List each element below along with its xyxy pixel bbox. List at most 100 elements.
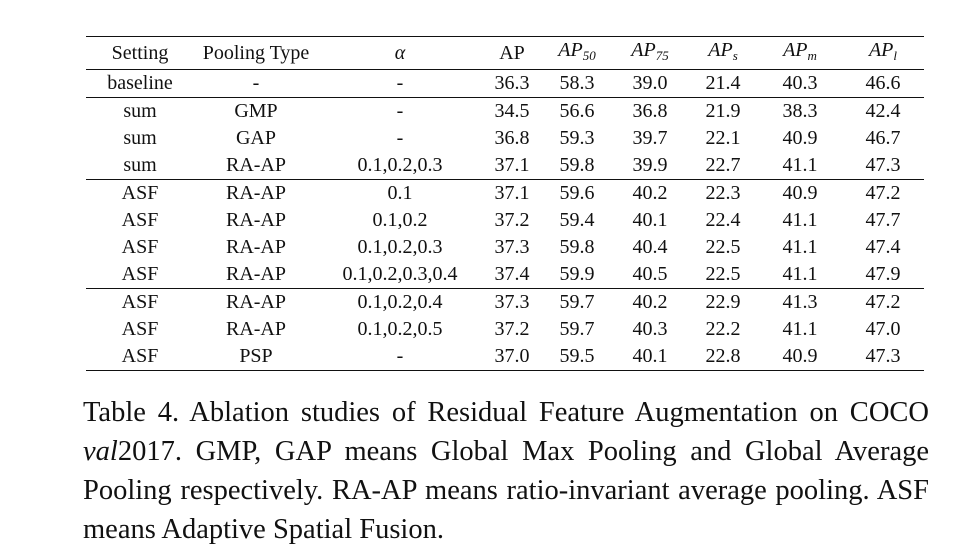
cell-aps: 21.4: [705, 72, 741, 94]
header-ap75-base: AP: [631, 39, 656, 61]
cell-aps: 22.4: [705, 209, 741, 231]
header-ap: AP: [499, 41, 525, 64]
table-header: Setting Pooling Type α AP AP50 AP75 APs …: [86, 36, 924, 70]
cell-pooling: RA-AP: [225, 291, 286, 313]
header-aps-base: AP: [708, 39, 733, 61]
cell-ap75: 40.1: [632, 209, 668, 231]
cell-ap: 37.0: [494, 345, 530, 367]
cell-pooling: RA-AP: [225, 263, 286, 285]
cell-apl: 42.4: [865, 100, 901, 122]
cell-pooling: PSP: [239, 345, 273, 367]
cell-alpha: 0.1,0.2,0.3,0.4: [342, 263, 458, 285]
cell-apm: 41.1: [782, 236, 818, 258]
table-row: ASF RA-AP 0.1,0.2 37.2 59.4 40.1 22.4 41.1 47.7: [86, 207, 924, 234]
cell-ap75: 40.3: [632, 318, 668, 340]
header-apm-sub: m: [807, 48, 817, 63]
header-apl-base: AP: [868, 39, 894, 61]
cell-ap50: 59.4: [559, 209, 595, 231]
table-row: sum RA-AP 0.1,0.2,0.3 37.1 59.8 39.9 22.7 41.1 4…: [86, 152, 924, 180]
header-setting: Setting: [111, 41, 169, 64]
header-aps-sub: s: [732, 48, 738, 63]
cell-pooling: GAP: [235, 127, 276, 149]
cell-apm: 41.3: [782, 291, 818, 313]
cell-aps: 22.1: [705, 127, 741, 149]
cell-pooling: RA-AP: [225, 209, 286, 231]
cell-apm: 40.9: [782, 345, 818, 367]
cell-ap50: 59.5: [559, 345, 595, 367]
cell-apl: 47.3: [865, 154, 901, 176]
cell-apl: 47.4: [865, 236, 901, 258]
cell-ap75: 39.0: [632, 72, 668, 94]
cell-apl: 46.7: [865, 127, 901, 149]
cell-ap: 37.4: [494, 263, 530, 285]
cell-pooling: GMP: [234, 100, 278, 122]
cell-pooling: RA-AP: [225, 318, 286, 340]
cell-pooling: RA-AP: [225, 236, 286, 258]
cell-setting: ASF: [121, 291, 159, 313]
cell-apm: 41.1: [782, 318, 818, 340]
cell-aps: 22.7: [705, 154, 741, 176]
header-ap75-sub: 75: [655, 48, 669, 63]
cell-ap50: 59.7: [559, 291, 595, 313]
table-row: ASF RA-AP 0.1,0.2,0.3,0.4 37.4 59.9 40.5 22.5 4…: [86, 261, 924, 289]
cell-ap50: 56.6: [559, 100, 595, 122]
header-ap75: AP75: [612, 37, 688, 70]
cell-setting: baseline: [107, 72, 173, 94]
header-ap50: AP50: [542, 37, 612, 70]
cell-apl: 47.7: [865, 209, 901, 231]
cell-apm: 41.1: [782, 263, 818, 285]
cell-apl: 47.3: [865, 345, 901, 367]
cell-ap75: 40.2: [632, 291, 668, 313]
header-row: Setting Pooling Type α AP AP50 AP75 APs …: [86, 36, 924, 70]
header-ap50-base: AP: [558, 39, 583, 61]
table-row: ASF RA-AP 0.1,0.2,0.4 37.3 59.7 40.2 22.9 41.3 4…: [86, 289, 924, 317]
header-alpha: α: [394, 41, 406, 64]
ablation-table: Setting Pooling Type α AP AP50 AP75 APs …: [86, 36, 924, 371]
cell-ap: 37.3: [494, 236, 530, 258]
cell-ap50: 59.3: [559, 127, 595, 149]
cell-setting: sum: [123, 127, 157, 149]
cell-ap50: 59.9: [559, 263, 595, 285]
cell-setting: sum: [123, 154, 157, 176]
results-table-container: Setting Pooling Type α AP AP50 AP75 APs …: [86, 36, 924, 371]
table-row: baseline - - 36.3 58.3 39.0 21.4 40.3 46.6: [86, 70, 924, 98]
cell-apm: 40.3: [782, 72, 818, 94]
cell-ap75: 40.4: [632, 236, 668, 258]
cell-aps: 22.2: [705, 318, 741, 340]
header-apm-base: AP: [783, 39, 808, 61]
cell-alpha: 0.1,0.2,0.5: [357, 318, 443, 340]
header-aps: APs: [688, 37, 758, 70]
cell-pooling: -: [252, 72, 260, 94]
cell-aps: 22.5: [705, 263, 741, 285]
cell-alpha: -: [396, 100, 404, 122]
cell-ap50: 59.8: [559, 236, 595, 258]
cell-pooling: RA-AP: [225, 182, 286, 204]
header-pooling-type: Pooling Type: [202, 41, 310, 64]
cell-ap75: 40.2: [632, 182, 668, 204]
cell-ap75: 39.9: [632, 154, 668, 176]
table-caption: Table 4. Ablation studies of Residual Fe…: [83, 393, 929, 549]
cell-pooling: RA-AP: [225, 154, 286, 176]
cell-apl: 47.2: [865, 291, 901, 313]
table-row: sum GAP - 36.8 59.3 39.7 22.1 40.9 46.7: [86, 125, 924, 152]
cell-setting: ASF: [121, 182, 159, 204]
cell-ap: 37.2: [494, 209, 530, 231]
cell-aps: 22.8: [705, 345, 741, 367]
cell-setting: ASF: [121, 236, 159, 258]
cell-setting: ASF: [121, 318, 159, 340]
cell-ap: 37.1: [494, 154, 530, 176]
cell-ap: 37.2: [494, 318, 530, 340]
cell-alpha: 0.1: [387, 182, 413, 204]
cell-ap: 37.3: [494, 291, 530, 313]
cell-alpha: 0.1,0.2: [372, 209, 428, 231]
caption-italic-val: val: [83, 435, 118, 467]
cell-aps: 21.9: [705, 100, 741, 122]
cell-aps: 22.3: [705, 182, 741, 204]
cell-alpha: 0.1,0.2,0.4: [357, 291, 443, 313]
cell-setting: ASF: [121, 209, 159, 231]
table-row: sum GMP - 34.5 56.6 36.8 21.9 38.3 42.4: [86, 98, 924, 126]
table-row: ASF PSP - 37.0 59.5 40.1 22.8 40.9 47.3: [86, 343, 924, 371]
cell-alpha: -: [396, 345, 404, 367]
cell-ap75: 40.5: [632, 263, 668, 285]
cell-apm: 38.3: [782, 100, 818, 122]
